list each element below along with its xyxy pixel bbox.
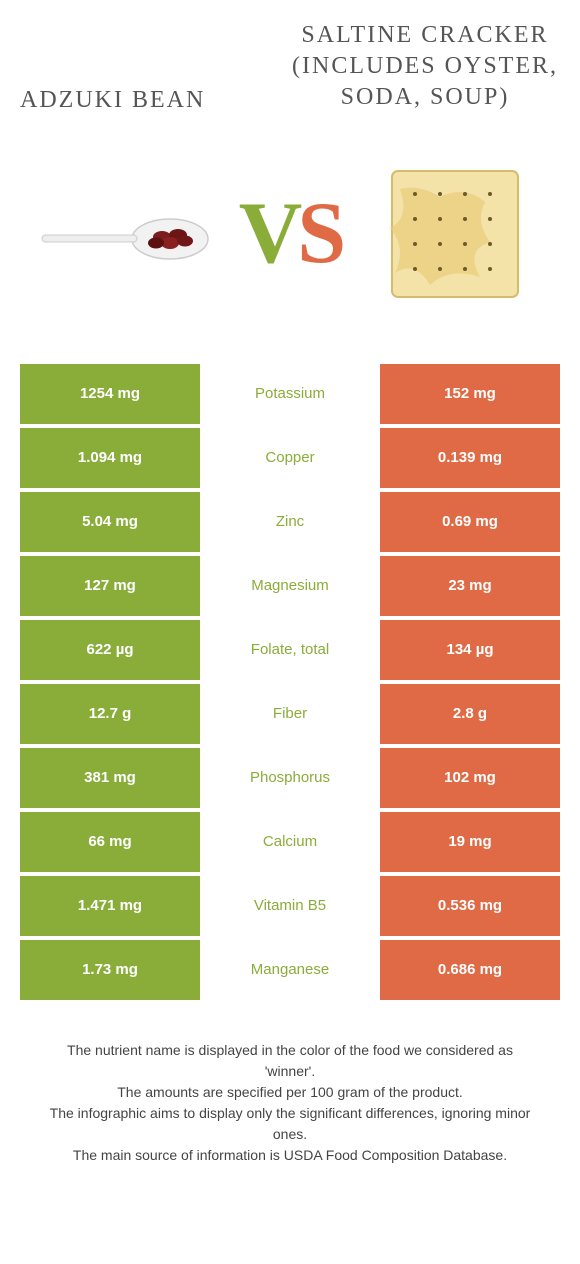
- nutrient-label: Phosphorus: [200, 748, 380, 808]
- nutrient-label: Folate, total: [200, 620, 380, 680]
- food-right-title: Saltine cracker (includes oyster, soda, …: [290, 20, 560, 114]
- table-row: 66 mg Calcium 19 mg: [20, 812, 560, 872]
- hero-row: VS: [20, 144, 560, 324]
- table-row: 5.04 mg Zinc 0.69 mg: [20, 492, 560, 552]
- right-value: 102 mg: [380, 748, 560, 808]
- right-value: 2.8 g: [380, 684, 560, 744]
- nutrient-label: Vitamin B5: [200, 876, 380, 936]
- left-value: 1.73 mg: [20, 940, 200, 1000]
- footer-line: The main source of information is USDA F…: [40, 1145, 540, 1166]
- right-value: 152 mg: [380, 364, 560, 424]
- table-row: 1.73 mg Manganese 0.686 mg: [20, 940, 560, 1000]
- left-value: 66 mg: [20, 812, 200, 872]
- titles-row: Adzuki bean Saltine cracker (includes oy…: [20, 20, 560, 114]
- vs-s: S: [297, 185, 341, 282]
- left-value: 5.04 mg: [20, 492, 200, 552]
- left-value: 1254 mg: [20, 364, 200, 424]
- right-value: 0.139 mg: [380, 428, 560, 488]
- left-value: 381 mg: [20, 748, 200, 808]
- comparison-table: 1254 mg Potassium 152 mg 1.094 mg Copper…: [20, 364, 560, 1000]
- right-value: 0.536 mg: [380, 876, 560, 936]
- nutrient-label: Calcium: [200, 812, 380, 872]
- table-row: 1.094 mg Copper 0.139 mg: [20, 428, 560, 488]
- right-value: 0.69 mg: [380, 492, 560, 552]
- food-left-title: Adzuki bean: [20, 87, 290, 114]
- table-row: 1254 mg Potassium 152 mg: [20, 364, 560, 424]
- footer-line: The amounts are specified per 100 gram o…: [40, 1082, 540, 1103]
- table-row: 622 µg Folate, total 134 µg: [20, 620, 560, 680]
- left-value: 1.094 mg: [20, 428, 200, 488]
- nutrient-label: Magnesium: [200, 556, 380, 616]
- nutrient-label: Manganese: [200, 940, 380, 1000]
- left-value: 1.471 mg: [20, 876, 200, 936]
- table-row: 12.7 g Fiber 2.8 g: [20, 684, 560, 744]
- left-value: 12.7 g: [20, 684, 200, 744]
- vs-v: V: [239, 185, 298, 282]
- right-value: 23 mg: [380, 556, 560, 616]
- table-row: 127 mg Magnesium 23 mg: [20, 556, 560, 616]
- adzuki-bean-image: [20, 199, 230, 269]
- right-value: 134 µg: [380, 620, 560, 680]
- table-row: 381 mg Phosphorus 102 mg: [20, 748, 560, 808]
- nutrient-label: Copper: [200, 428, 380, 488]
- right-value: 0.686 mg: [380, 940, 560, 1000]
- vs-label: VS: [230, 183, 350, 284]
- right-value: 19 mg: [380, 812, 560, 872]
- nutrient-label: Fiber: [200, 684, 380, 744]
- saltine-cracker-image: [350, 159, 560, 309]
- footer-notes: The nutrient name is displayed in the co…: [20, 1040, 560, 1166]
- footer-line: The infographic aims to display only the…: [40, 1103, 540, 1145]
- footer-line: The nutrient name is displayed in the co…: [40, 1040, 540, 1082]
- left-value: 622 µg: [20, 620, 200, 680]
- nutrient-label: Potassium: [200, 364, 380, 424]
- nutrient-label: Zinc: [200, 492, 380, 552]
- table-row: 1.471 mg Vitamin B5 0.536 mg: [20, 876, 560, 936]
- left-value: 127 mg: [20, 556, 200, 616]
